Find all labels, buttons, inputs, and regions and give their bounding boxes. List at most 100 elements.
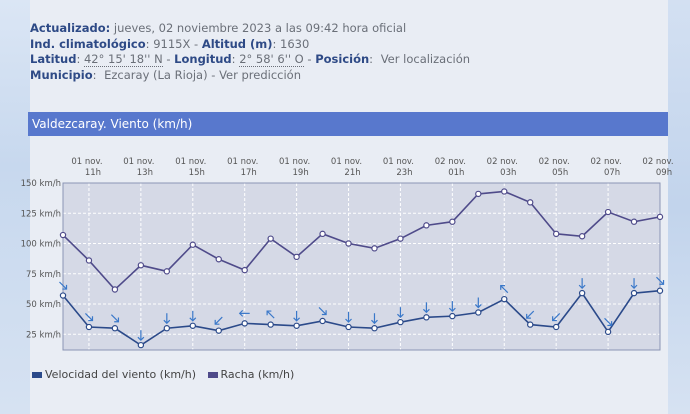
chart-legend: Velocidad del viento (km/h) Racha (km/h) bbox=[32, 368, 302, 381]
velocity-point bbox=[371, 325, 378, 332]
y-tick-label: 100 km/h bbox=[21, 240, 61, 250]
racha-point bbox=[241, 266, 248, 274]
x-tick-hour: 13h bbox=[137, 168, 153, 178]
x-tick-hour: 21h bbox=[344, 168, 360, 178]
racha-point bbox=[267, 235, 274, 242]
sep-dash-4: - bbox=[211, 67, 216, 82]
racha-point bbox=[293, 253, 300, 261]
wind-arrow bbox=[345, 312, 352, 323]
x-tick-date: 01 nov. bbox=[71, 157, 102, 167]
wind-arrow bbox=[552, 313, 561, 322]
view-location-link[interactable]: Ver localización bbox=[380, 52, 471, 66]
racha-point bbox=[578, 233, 586, 240]
wind-arrow-shaft bbox=[656, 276, 664, 285]
view-forecast-link[interactable]: Ver predicción bbox=[219, 67, 302, 82]
racha-point bbox=[85, 257, 93, 264]
wind-arrow-shaft bbox=[84, 313, 93, 321]
velocity-line bbox=[62, 289, 661, 347]
racha-point bbox=[163, 268, 171, 275]
wind-arrow-head bbox=[137, 336, 145, 342]
y-tick-label: 25 km/h bbox=[26, 330, 61, 340]
wind-arrow-shaft bbox=[318, 306, 327, 315]
velocity-point bbox=[604, 328, 612, 336]
racha-point bbox=[449, 218, 456, 225]
velocity-point bbox=[527, 321, 534, 328]
wind-arrow-head bbox=[114, 317, 120, 323]
racha-point bbox=[604, 208, 612, 216]
wind-arrow-head bbox=[371, 319, 378, 325]
wind-arrow-head bbox=[293, 317, 301, 322]
x-tick-date: 02 nov. bbox=[590, 157, 621, 167]
longitude-colon: : bbox=[231, 52, 236, 66]
legend-velocity-swatch bbox=[32, 372, 42, 378]
sep-dash-1: - bbox=[194, 36, 199, 51]
latitude-colon: : bbox=[76, 52, 81, 66]
updated-value: jueves, 02 noviembre 2023 a las 09:42 ho… bbox=[113, 21, 407, 35]
wind-arrow-head bbox=[163, 319, 171, 325]
velocity-point bbox=[215, 327, 222, 334]
velocity-point bbox=[630, 289, 638, 297]
racha-point bbox=[215, 256, 222, 263]
x-tick-hour: 17h bbox=[241, 168, 257, 178]
updated-row: Actualizado: jueves, 02 noviembre 2023 a… bbox=[30, 21, 470, 37]
x-tick-date: 02 nov. bbox=[539, 157, 570, 167]
ind-colon: : bbox=[145, 36, 150, 51]
position-label: Posición bbox=[315, 52, 370, 66]
x-tick-hour: 15h bbox=[189, 168, 205, 178]
wind-arrow-shaft bbox=[526, 310, 535, 319]
racha-point bbox=[475, 190, 482, 198]
wind-arrow bbox=[238, 309, 250, 317]
racha-point bbox=[59, 231, 67, 239]
racha-point bbox=[137, 262, 145, 269]
velocity-point bbox=[397, 318, 404, 326]
wind-arrow-head bbox=[422, 308, 430, 314]
velocity-point bbox=[656, 287, 664, 294]
wind-arrow bbox=[318, 306, 327, 316]
wind-arrow-shaft bbox=[552, 313, 561, 321]
wind-arrow-shaft bbox=[110, 314, 119, 323]
latitude-label: Latitud bbox=[30, 52, 77, 66]
velocity-point bbox=[319, 317, 326, 325]
wind-arrow bbox=[526, 310, 535, 319]
racha-point bbox=[397, 235, 404, 242]
climatological-row: Ind. climatológico: 9115X - Altitud (m):… bbox=[30, 37, 470, 53]
wind-arrow bbox=[500, 285, 509, 294]
legend-gust[interactable]: Racha (km/h) bbox=[207, 368, 294, 381]
background-right-decoration bbox=[668, 0, 690, 414]
x-tick-date: 01 nov. bbox=[383, 157, 414, 167]
wind-chart: 25 km/h 50 km/h 75 km/h 100 km/h 125 km/h 150… bbox=[21, 157, 674, 351]
wind-arrow-head bbox=[321, 310, 327, 316]
wind-arrow-head bbox=[552, 316, 557, 322]
wind-arrow bbox=[578, 278, 586, 289]
velocity-point bbox=[163, 325, 171, 332]
racha-point bbox=[189, 241, 196, 248]
velocity-point bbox=[345, 323, 352, 331]
racha-line bbox=[62, 190, 661, 291]
wind-arrow bbox=[448, 301, 456, 312]
wind-arrow-head bbox=[526, 313, 531, 319]
legend-velocity[interactable]: Velocidad del viento (km/h) bbox=[32, 368, 200, 381]
velocity-point bbox=[501, 295, 508, 303]
racha-point bbox=[552, 230, 560, 238]
wind-arrow-shaft bbox=[214, 316, 223, 325]
x-tick-date: 02 nov. bbox=[435, 157, 466, 167]
wind-arrow bbox=[604, 317, 613, 326]
racha-point bbox=[111, 286, 119, 293]
x-tick-hour: 11h bbox=[85, 168, 101, 178]
wind-arrow-head bbox=[607, 321, 613, 326]
wind-arrow bbox=[293, 310, 301, 322]
longitude-label: Longitud bbox=[174, 52, 232, 66]
velocity-point bbox=[59, 292, 67, 299]
wind-arrow bbox=[189, 310, 197, 322]
x-tick-date: 02 nov. bbox=[487, 157, 518, 167]
longitude-value: 2° 58' 6'' O bbox=[239, 52, 304, 67]
altitude-label: Altitud (m) bbox=[201, 36, 273, 51]
racha-series bbox=[59, 188, 664, 293]
ind-value: 9115X bbox=[153, 36, 191, 51]
wind-arrow-head bbox=[397, 313, 404, 319]
sep-dash-2: - bbox=[166, 52, 171, 66]
coordinates-row: Latitud: 42° 15' 18'' N - Longitud: 2° 5… bbox=[30, 52, 470, 68]
wind-arrow-shaft bbox=[500, 285, 509, 294]
velocity-point bbox=[475, 309, 482, 316]
velocity-point bbox=[423, 314, 430, 321]
